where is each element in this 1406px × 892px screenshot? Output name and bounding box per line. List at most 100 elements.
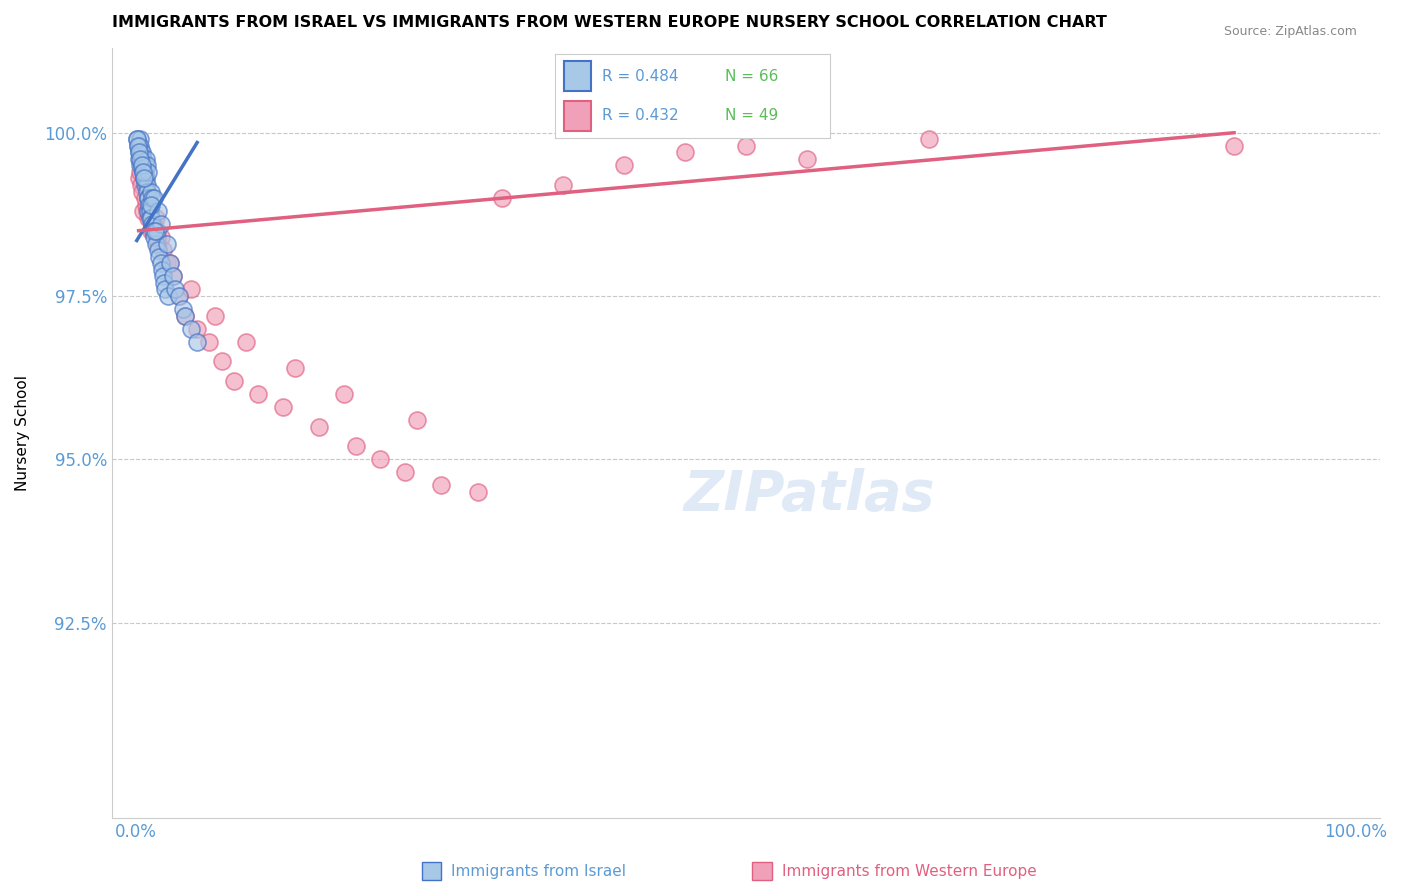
Point	[132, 204, 155, 219]
Point	[152, 244, 174, 258]
Point	[186, 334, 208, 349]
Point	[148, 250, 170, 264]
Point	[128, 132, 150, 146]
Point	[134, 158, 156, 172]
Point	[153, 276, 176, 290]
Point	[129, 138, 152, 153]
Point	[172, 301, 194, 316]
Point	[143, 224, 166, 238]
FancyBboxPatch shape	[564, 101, 591, 130]
Point	[131, 158, 153, 172]
Point	[332, 387, 354, 401]
Point	[136, 185, 159, 199]
Point	[368, 452, 391, 467]
Point	[735, 138, 758, 153]
Point	[141, 191, 163, 205]
Point	[159, 256, 181, 270]
Point	[174, 309, 197, 323]
Point	[673, 145, 696, 160]
Point	[247, 387, 270, 401]
Point	[613, 158, 636, 172]
Point	[128, 152, 150, 166]
Point	[796, 152, 818, 166]
Point	[132, 152, 155, 166]
Point	[141, 197, 163, 211]
Point	[222, 374, 245, 388]
Point	[138, 197, 160, 211]
Point	[198, 334, 221, 349]
Point	[159, 256, 181, 270]
Point	[138, 204, 160, 219]
Point	[136, 191, 159, 205]
Point	[135, 197, 157, 211]
Point	[145, 211, 167, 225]
Point	[430, 478, 453, 492]
Point	[553, 178, 575, 192]
Text: Immigrants from Israel: Immigrants from Israel	[451, 863, 626, 879]
Point	[135, 178, 157, 192]
Point	[156, 289, 179, 303]
FancyBboxPatch shape	[564, 62, 591, 91]
Point	[138, 211, 160, 225]
Point	[138, 191, 160, 205]
Text: IMMIGRANTS FROM ISRAEL VS IMMIGRANTS FROM WESTERN EUROPE NURSERY SCHOOL CORRELAT: IMMIGRANTS FROM ISRAEL VS IMMIGRANTS FRO…	[111, 15, 1107, 30]
Point	[918, 132, 941, 146]
Point	[235, 334, 257, 349]
Point	[162, 269, 184, 284]
Point	[167, 289, 190, 303]
Point	[174, 309, 197, 323]
Text: R = 0.484: R = 0.484	[602, 69, 679, 84]
Point	[143, 191, 166, 205]
Point	[211, 354, 233, 368]
Point	[139, 224, 162, 238]
Point	[180, 321, 202, 335]
Y-axis label: Nursery School: Nursery School	[15, 376, 30, 491]
Point	[284, 360, 307, 375]
Text: R = 0.432: R = 0.432	[602, 108, 679, 123]
Point	[128, 158, 150, 172]
Point	[135, 152, 157, 166]
Point	[145, 236, 167, 251]
Point	[142, 224, 165, 238]
Point	[141, 217, 163, 231]
Point	[204, 309, 226, 323]
Point	[134, 191, 156, 205]
Point	[134, 178, 156, 192]
Point	[271, 400, 294, 414]
Point	[1223, 138, 1246, 153]
Text: ZIPatlas: ZIPatlas	[683, 467, 935, 522]
Point	[146, 204, 169, 219]
Point	[156, 256, 179, 270]
Point	[146, 244, 169, 258]
Point	[131, 185, 153, 199]
Point	[127, 138, 149, 153]
Point	[138, 197, 160, 211]
Point	[467, 484, 489, 499]
Text: N = 49: N = 49	[725, 108, 779, 123]
Point	[165, 283, 187, 297]
Point	[149, 256, 172, 270]
Point	[150, 263, 173, 277]
Point	[132, 165, 155, 179]
Point	[139, 211, 162, 225]
Point	[125, 132, 148, 146]
Point	[141, 217, 163, 231]
Point	[131, 145, 153, 160]
Point	[344, 439, 367, 453]
Point	[128, 171, 150, 186]
Point	[134, 165, 156, 179]
Point	[139, 185, 162, 199]
Point	[132, 171, 155, 186]
Point	[405, 413, 427, 427]
Point	[128, 165, 150, 179]
Point	[167, 289, 190, 303]
Text: N = 66: N = 66	[725, 69, 779, 84]
Point	[131, 158, 153, 172]
Point	[132, 165, 155, 179]
Point	[180, 283, 202, 297]
Point	[129, 152, 152, 166]
Point	[186, 321, 208, 335]
Point	[146, 236, 169, 251]
Point	[136, 204, 159, 219]
Point	[138, 165, 160, 179]
